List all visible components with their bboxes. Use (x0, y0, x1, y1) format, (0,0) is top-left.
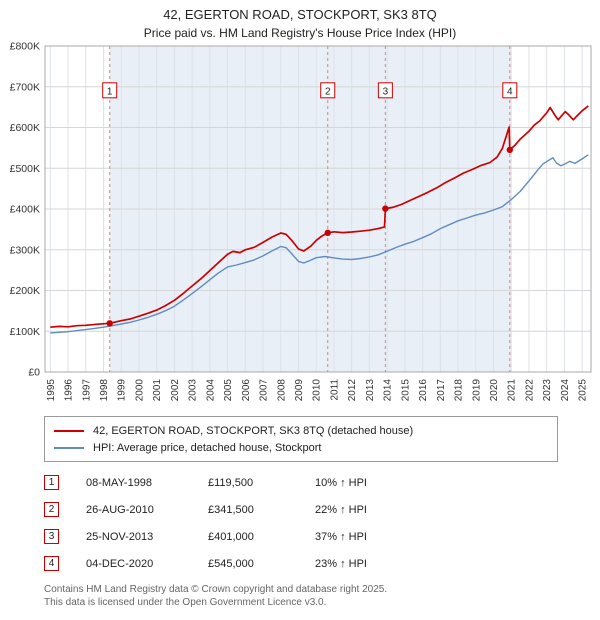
transaction-row-2: 2 26-AUG-2010 £341,500 22% ↑ HPI (44, 502, 600, 517)
legend-swatch-property-line (54, 429, 84, 432)
transaction-date: 08-MAY-1998 (86, 476, 153, 489)
x-tick-label: 1995 (46, 379, 57, 402)
x-tick-label: 2016 (418, 379, 429, 402)
sale-number-label: 2 (325, 86, 331, 97)
series-line-property (50, 105, 589, 329)
sale-point-dot (324, 229, 331, 237)
y-tick-label: £700K (10, 81, 40, 93)
y-tick-label: £300K (10, 244, 40, 256)
x-tick-label: 2010 (312, 379, 323, 402)
transaction-hpi-delta: 22% ↑ HPI (315, 503, 367, 516)
transaction-hpi-delta: 37% ↑ HPI (315, 530, 367, 543)
sale-number-label: 3 (383, 86, 389, 97)
y-tick-label: £200K (10, 285, 40, 297)
x-tick-label: 2013 (365, 379, 376, 402)
x-tick-label: 2007 (259, 379, 270, 402)
sale-number-box (102, 82, 118, 99)
transaction-number-badge: 4 (44, 556, 59, 571)
x-tick-label: 2003 (188, 379, 199, 402)
y-tick-label: £500K (10, 163, 40, 175)
transaction-hpi-delta: 23% ↑ HPI (315, 557, 367, 570)
x-tick-label: 2001 (152, 379, 163, 402)
transaction-number-badge: 2 (44, 502, 59, 517)
transaction-date: 26-AUG-2010 (86, 503, 154, 516)
legend-item-hpi[interactable]: HPI: Average price, detached house, Stoc… (54, 439, 548, 456)
chart-header: 42, EGERTON ROAD, STOCKPORT, SK3 8TQ Pri… (0, 0, 600, 40)
x-tick-label: 2014 (383, 379, 394, 402)
x-tick-label: 2021 (507, 379, 518, 402)
x-tick-label: 2012 (347, 379, 358, 402)
transaction-price: £341,500 (208, 503, 254, 516)
sale-number-box (377, 82, 393, 99)
transaction-price: £401,000 (208, 530, 254, 543)
sale-number-label: 1 (107, 86, 113, 97)
x-tick-label: 2022 (524, 379, 535, 402)
sale-number-box (502, 82, 518, 99)
series-line-hpi (50, 154, 589, 334)
x-tick-label: 2002 (170, 379, 181, 402)
x-tick-label: 2017 (436, 379, 447, 402)
x-tick-label: 2008 (276, 379, 287, 402)
legend-item-property[interactable]: 42, EGERTON ROAD, STOCKPORT, SK3 8TQ (de… (54, 422, 548, 439)
transaction-date: 04-DEC-2020 (86, 557, 154, 570)
x-tick-label: 2006 (241, 379, 252, 402)
transaction-price: £119,500 (208, 476, 254, 489)
y-tick-label: £800K (10, 42, 40, 53)
x-tick-label: 2005 (223, 379, 234, 402)
transactions-table: 1 08-MAY-1998 £119,500 10% ↑ HPI 2 26-AU… (44, 475, 600, 571)
transaction-hpi-delta: 10% ↑ HPI (315, 476, 367, 489)
x-tick-label: 2024 (560, 379, 571, 402)
footer-line-1: Contains HM Land Registry data © Crown c… (44, 584, 388, 595)
x-tick-label: 2011 (329, 379, 340, 401)
x-tick-label: 1999 (117, 379, 128, 402)
footer-line-2: This data is licensed under the Open Gov… (44, 597, 327, 608)
sale-number-label: 4 (507, 86, 513, 97)
transaction-row-4: 4 04-DEC-2020 £545,000 23% ↑ HPI (44, 556, 600, 571)
x-tick-label: 2015 (400, 379, 411, 402)
y-tick-label: £100K (10, 326, 40, 338)
x-tick-label: 2023 (542, 379, 553, 402)
license-footer: Contains HM Land Registry data © Crown c… (44, 583, 600, 609)
legend-label-hpi: HPI: Average price, detached house, Stoc… (93, 441, 322, 454)
transaction-row-1: 1 08-MAY-1998 £119,500 10% ↑ HPI (44, 475, 600, 490)
x-tick-label: 2019 (471, 379, 482, 402)
x-tick-label: 2004 (205, 379, 216, 402)
page-subtitle: Price paid vs. HM Land Registry's House … (143, 26, 457, 40)
plot-border (44, 45, 592, 373)
x-tick-label: 2020 (489, 379, 500, 402)
legend-label-property: 42, EGERTON ROAD, STOCKPORT, SK3 8TQ (de… (93, 424, 414, 437)
sale-point-dot (106, 320, 113, 327)
page-title: 42, EGERTON ROAD, STOCKPORT, SK3 8TQ (163, 7, 437, 22)
legend-swatch-hpi-line (54, 446, 84, 449)
x-tick-label: 2000 (134, 379, 145, 402)
transaction-date: 25-NOV-2013 (86, 530, 154, 543)
sale-point-dot (382, 205, 389, 212)
y-tick-label: £600K (10, 122, 40, 134)
sale-point-dot (506, 146, 514, 154)
transaction-number-badge: 3 (44, 529, 59, 544)
transaction-number-badge: 1 (44, 475, 59, 490)
x-tick-label: 2018 (454, 379, 465, 402)
y-tick-label: £0 (28, 367, 40, 379)
sale-number-box (320, 82, 336, 99)
x-tick-label: 1998 (99, 379, 110, 402)
x-tick-label: 1996 (64, 379, 75, 402)
x-tick-label: 1997 (81, 379, 92, 402)
chart-legend: 42, EGERTON ROAD, STOCKPORT, SK3 8TQ (de… (44, 416, 558, 462)
x-tick-label: 2009 (294, 379, 305, 402)
x-tick-label: 2025 (578, 379, 589, 402)
price-history-chart[interactable]: 1995 1996 1997 1998 1999 2000 2001 2002 2003 2004… (0, 42, 600, 410)
transaction-price: £545,000 (208, 557, 254, 570)
y-tick-label: £400K (10, 204, 40, 216)
transaction-row-3: 3 25-NOV-2013 £401,000 37% ↑ HPI (44, 529, 600, 544)
